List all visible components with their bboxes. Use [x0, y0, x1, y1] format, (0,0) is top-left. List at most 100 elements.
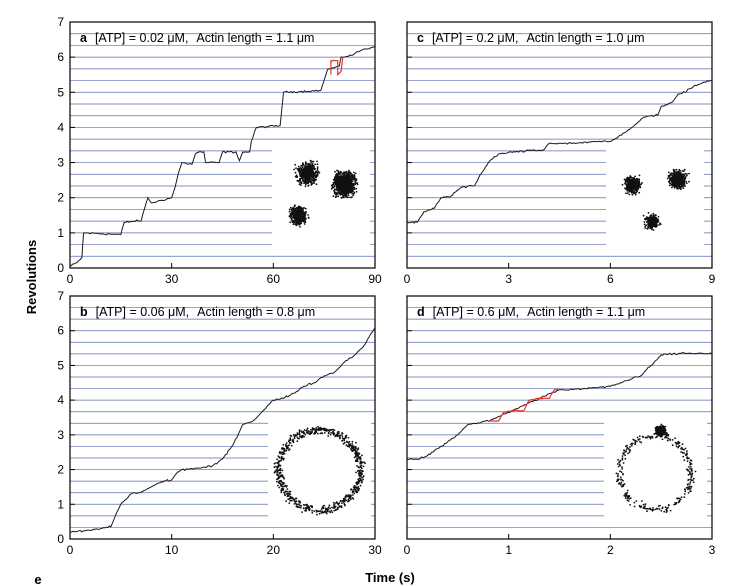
inset-dot — [277, 461, 280, 464]
inset-dot — [289, 434, 292, 437]
inset-dot — [668, 184, 671, 187]
y-tick-label: 2 — [57, 191, 64, 205]
inset-dot — [673, 185, 676, 188]
inset-dot — [288, 439, 291, 441]
inset-dot — [354, 178, 356, 180]
inset-dot — [335, 194, 337, 196]
inset-dot — [316, 171, 319, 174]
x-tick-label: 60 — [267, 272, 281, 286]
inset-dot — [346, 445, 349, 448]
panel-title: d [ATP] = 0.6 μM, Actin length = 1.1 μm — [417, 305, 645, 319]
inset-dot — [298, 432, 301, 434]
inset-dot — [280, 452, 282, 455]
inset-dot — [670, 174, 673, 176]
inset-dot — [342, 195, 345, 197]
inset-dot — [298, 207, 300, 210]
inset-dot — [298, 223, 301, 226]
inset-dot — [304, 207, 307, 210]
inset-dot — [359, 461, 362, 463]
inset-dot — [289, 216, 292, 219]
inset-dot — [665, 508, 668, 511]
inset-dot — [626, 489, 629, 492]
inset-dot — [359, 475, 362, 478]
inset-dot — [647, 216, 650, 219]
inset-dot — [289, 442, 292, 444]
inset-dot — [302, 432, 305, 435]
inset-dot — [346, 192, 348, 195]
inset-dot — [347, 194, 350, 197]
inset-dot — [327, 506, 330, 509]
inset-dot — [298, 179, 301, 182]
inset-dot — [621, 458, 624, 461]
atp-concentration: [ATP] = 0.2 μM, — [432, 31, 519, 45]
inset-dot — [619, 476, 622, 479]
inset-dot — [651, 223, 653, 226]
inset-dot — [337, 506, 340, 509]
inset-dot — [633, 439, 635, 441]
inset-dot — [673, 182, 675, 185]
inset-dot — [287, 494, 290, 497]
panel-b: 0 10 20 30 0 1 2 3 4 5 6 7 b [ATP] = 0.06 μM, Actin le… — [57, 289, 382, 557]
inset-dot — [278, 464, 281, 466]
inset-dot — [687, 479, 689, 481]
inset-dot — [683, 452, 685, 454]
inset-dot — [281, 476, 284, 478]
inset-dot — [299, 216, 302, 219]
inset-dot — [350, 190, 353, 193]
inset-dot — [673, 503, 675, 506]
inset-dot — [690, 475, 693, 478]
atp-concentration: [ATP] = 0.06 μM, — [96, 305, 189, 319]
inset-dot — [317, 432, 319, 435]
inset-dot — [681, 451, 684, 454]
inset-dot — [354, 490, 357, 492]
inset-dot — [348, 499, 351, 502]
y-tick-label: 1 — [57, 226, 64, 240]
inset-dot — [353, 188, 355, 191]
inset-dot — [341, 196, 343, 199]
inset-dot — [661, 426, 664, 428]
inset-dot — [353, 492, 356, 495]
inset-dot — [355, 452, 358, 455]
x-axis-label: Time (s) — [365, 570, 415, 585]
inset-dot — [355, 450, 357, 453]
inset-dot — [677, 440, 680, 443]
inset-dot — [340, 187, 343, 189]
inset-dot — [628, 451, 631, 454]
inset-dot — [622, 462, 625, 464]
inset-dot — [632, 182, 635, 185]
inset-dot — [307, 171, 310, 174]
inset-dot — [618, 460, 621, 463]
inset-dot — [332, 183, 335, 186]
inset-dot — [351, 440, 354, 443]
inset-dot — [625, 177, 628, 180]
inset-dot — [337, 504, 340, 506]
inset-dot — [312, 427, 315, 430]
plot-frame — [406, 295, 713, 540]
inset-dot — [315, 430, 318, 433]
inset-dot — [289, 493, 292, 496]
inset-dot — [645, 224, 648, 227]
inset-dot — [294, 163, 297, 166]
inset-dot — [300, 182, 303, 185]
inset-dot — [303, 216, 306, 219]
inset-dot — [659, 504, 661, 507]
inset-dot — [661, 432, 663, 434]
inset-dot — [644, 505, 646, 508]
inset-dot — [296, 176, 298, 179]
inset-dot — [315, 174, 318, 177]
inset-dot — [674, 437, 676, 440]
inset-dot — [280, 491, 283, 494]
inset-dot — [657, 426, 659, 429]
inset-dot — [357, 480, 360, 482]
inset-dot — [277, 477, 280, 480]
inset-dot — [354, 486, 357, 489]
inset-dot — [288, 210, 291, 213]
inset-dot — [295, 174, 298, 177]
inset-dot — [306, 167, 309, 169]
inset-dot — [295, 434, 298, 437]
inset-dot — [637, 438, 640, 441]
inset-dot — [337, 170, 339, 172]
inset-dot — [671, 186, 673, 189]
y-tick-label: 7 — [57, 15, 64, 29]
inset-dot — [688, 180, 690, 183]
